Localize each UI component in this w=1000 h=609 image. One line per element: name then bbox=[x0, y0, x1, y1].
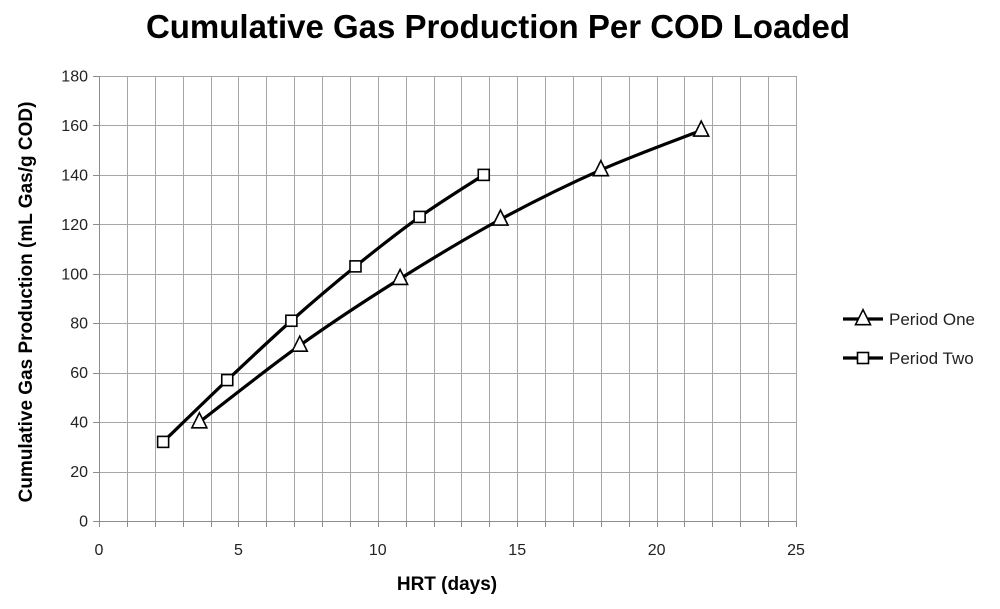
y-tick-label: 40 bbox=[70, 415, 88, 432]
x-axis-title: HRT (days) bbox=[397, 574, 497, 595]
square-marker bbox=[477, 168, 491, 182]
legend-square-marker bbox=[856, 351, 870, 365]
series-1 bbox=[190, 119, 711, 429]
y-tick-label: 60 bbox=[70, 365, 88, 382]
legend-label: Period One bbox=[889, 310, 975, 329]
x-tick-label: 0 bbox=[95, 542, 104, 559]
square-marker bbox=[220, 373, 234, 387]
y-tick-label: 180 bbox=[61, 69, 88, 86]
triangle-marker bbox=[190, 411, 209, 429]
triangle-marker bbox=[491, 208, 510, 226]
y-tick-label: 80 bbox=[70, 316, 88, 333]
axes bbox=[93, 76, 797, 527]
legend-item-1: Period One bbox=[843, 307, 975, 329]
series bbox=[156, 119, 711, 449]
y-tick-label: 0 bbox=[79, 514, 88, 531]
square-marker bbox=[285, 314, 298, 328]
legend-item-2: Period Two bbox=[843, 349, 974, 368]
series-line bbox=[198, 128, 702, 424]
legend-triangle-marker bbox=[854, 307, 872, 326]
x-tick-label: 10 bbox=[369, 542, 387, 559]
x-tick-label: 25 bbox=[787, 542, 805, 559]
y-axis-title: Cumulative Gas Production (mL Gas/g COD) bbox=[16, 102, 37, 503]
grid bbox=[99, 76, 797, 521]
y-tick-label: 160 bbox=[61, 118, 88, 135]
x-tick-label: 20 bbox=[648, 542, 666, 559]
chart-title: Cumulative Gas Production Per COD Loaded bbox=[146, 8, 850, 45]
series-2 bbox=[156, 168, 491, 449]
triangle-marker bbox=[391, 267, 409, 286]
legend-label: Period Two bbox=[889, 349, 974, 368]
y-tick-label: 120 bbox=[61, 217, 88, 234]
triangle-marker bbox=[290, 334, 309, 352]
square-marker bbox=[156, 435, 170, 449]
square-marker bbox=[413, 210, 426, 224]
square-marker bbox=[349, 260, 362, 273]
tick-labels: 0 20 40 60 80 100 120 140 160 180 0 5 10 15 20 25 bbox=[61, 69, 805, 560]
y-tick-label: 20 bbox=[70, 464, 88, 481]
y-tick-label: 100 bbox=[61, 266, 88, 283]
x-tick-label: 15 bbox=[508, 542, 526, 559]
triangle-marker bbox=[692, 119, 711, 137]
y-tick-label: 140 bbox=[61, 167, 88, 184]
x-tick-label: 5 bbox=[234, 542, 243, 559]
triangle-marker bbox=[592, 158, 610, 177]
legend: Period One Period Two bbox=[843, 307, 975, 368]
